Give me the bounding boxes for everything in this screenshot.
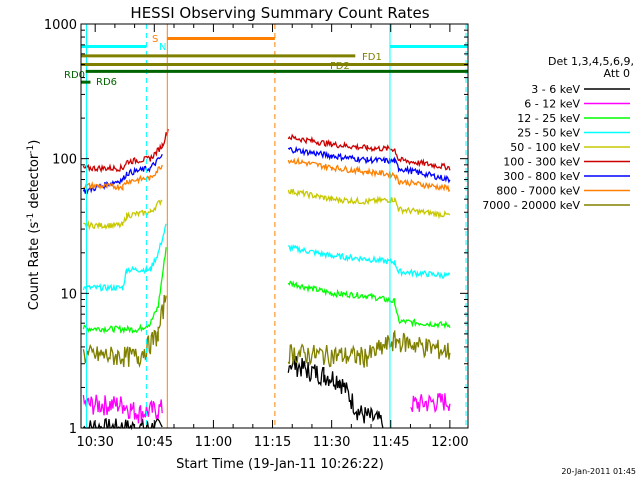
footer-date: 20-Jan-2011 01:45 <box>561 467 636 476</box>
legend-header-line1: Det 1,3,4,5,6,9, <box>548 55 634 68</box>
data-layer <box>82 128 451 431</box>
y-axis-label-sup2: -1 <box>26 145 36 154</box>
y-tick-label-2: 100 <box>52 153 77 168</box>
series-7-segment-1 <box>287 156 451 193</box>
series-1-segment-0 <box>82 394 163 424</box>
legend-label-7: 800 - 7000 keV <box>496 185 580 198</box>
series-2-segment-1 <box>287 280 451 330</box>
series-1-segment-1 <box>410 392 451 413</box>
series-2-segment-0 <box>82 247 167 335</box>
axes-layer: 1 10 100 1000 10:30 10:45 11:00 11:15 11:30 11:45… <box>44 18 469 450</box>
annotation-label-fd2: FD2 <box>330 61 350 72</box>
series-7-segment-0 <box>83 164 163 192</box>
y-tick-label-0: 1 <box>69 422 77 437</box>
x-axis-label: Start Time (19-Jan-11 10:26:22) <box>176 457 384 472</box>
y-axis-label-mid: detector <box>27 153 42 213</box>
y-axis-label-main: Count Rate (s <box>27 222 42 311</box>
legend-label-5: 100 - 300 keV <box>503 156 580 169</box>
y-axis-label-sup1: -1 <box>26 213 36 222</box>
series-3-segment-0 <box>82 223 167 292</box>
series-4-segment-0 <box>83 199 163 231</box>
y-axis-label: Count Rate (s-1 detector-1) <box>26 140 42 311</box>
x-tick-label-3: 11:15 <box>254 435 291 450</box>
legend-header-line2: Att 0 <box>604 67 630 80</box>
annotation-layer: SN FD1 FD2 RD0 RD6 <box>64 24 468 428</box>
series-8-segment-1 <box>287 330 451 368</box>
series-5-segment-1 <box>287 133 451 171</box>
annotation-label-s: S <box>152 34 158 45</box>
series-5-segment-0 <box>82 128 169 174</box>
x-tick-label-0: 10:30 <box>76 435 113 450</box>
series-3-segment-1 <box>287 243 451 280</box>
legend-label-4: 50 - 100 keV <box>510 141 580 154</box>
y-tick-label-1: 10 <box>60 287 77 302</box>
annotation-label-rd6: RD6 <box>96 77 117 88</box>
annotation-label-n: N <box>159 42 166 53</box>
y-tick-label-3: 1000 <box>44 18 77 33</box>
legend-label-3: 25 - 50 keV <box>517 127 580 140</box>
legend-label-8: 7000 - 20000 keV <box>482 199 580 212</box>
series-8-segment-0 <box>82 294 167 369</box>
x-tick-label-1: 10:45 <box>136 435 173 450</box>
legend-label-1: 6 - 12 keV <box>524 98 580 111</box>
series-6-segment-1 <box>287 145 451 184</box>
y-axis-label-end: ) <box>27 140 42 145</box>
x-tick-label-2: 11:00 <box>195 435 232 450</box>
x-tick-label-6: 12:00 <box>431 435 468 450</box>
legend-label-0: 3 - 6 keV <box>531 83 580 96</box>
legend-label-2: 12 - 25 keV <box>517 112 580 125</box>
legend-label-6: 300 - 800 keV <box>503 170 580 183</box>
x-tick-label-4: 11:30 <box>313 435 350 450</box>
x-tick-label-5: 11:45 <box>372 435 409 450</box>
legend: Det 1,3,4,5,6,9, Att 0 3 - 6 keV 6 - 12 k… <box>482 55 634 212</box>
annotation-label-rd0: RD0 <box>64 70 85 81</box>
annotation-label-fd1: FD1 <box>362 52 382 63</box>
series-4-segment-1 <box>287 188 451 220</box>
chart-title: HESSI Observing Summary Count Rates <box>130 4 429 22</box>
series-0-segment-1 <box>287 356 384 429</box>
plot-frame <box>80 23 469 429</box>
